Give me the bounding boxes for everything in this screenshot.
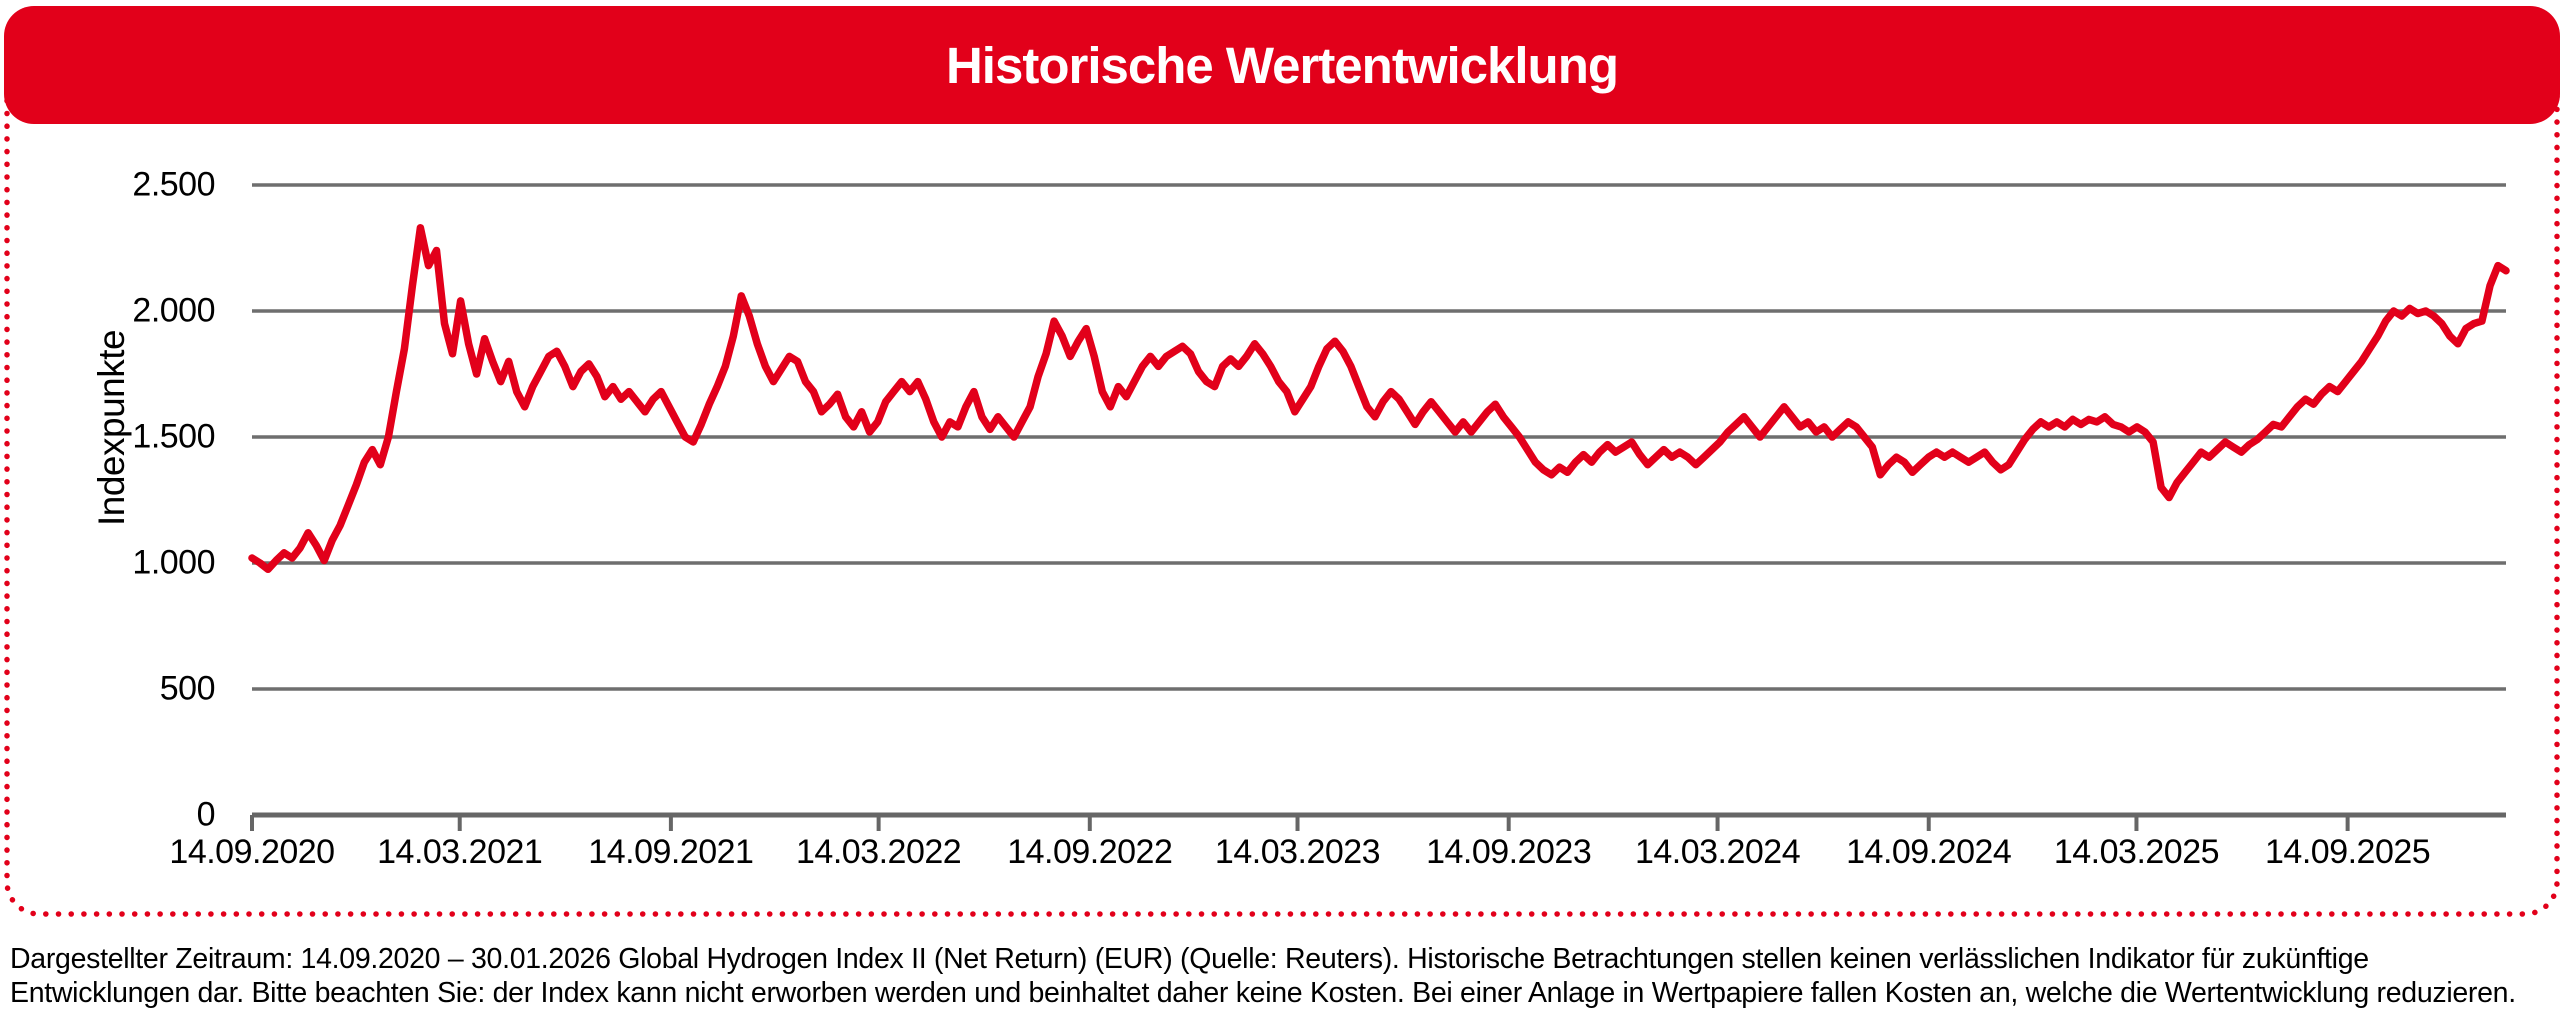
gridlines bbox=[252, 183, 2506, 818]
y-axis-label: 0 bbox=[196, 795, 216, 834]
y-axis-label: 1.500 bbox=[132, 417, 215, 456]
x-axis-label: 14.03.2021 bbox=[377, 833, 543, 871]
disclaimer-line-1: Dargestellter Zeitraum: 14.09.2020 – 30.… bbox=[10, 943, 2369, 975]
x-axis-label: 14.03.2023 bbox=[1214, 833, 1381, 871]
y-axis-label: 2.000 bbox=[132, 291, 215, 330]
x-axis-label: 14.03.2025 bbox=[2053, 833, 2220, 871]
x-axis-label: 14.09.2023 bbox=[1426, 833, 1592, 871]
chart-title: Historische Wertentwicklung bbox=[945, 36, 1619, 94]
x-axis-label: 14.03.2024 bbox=[1634, 833, 1801, 871]
disclaimer-line-2: Entwicklungen dar. Bitte beachten Sie: d… bbox=[10, 977, 2516, 1009]
x-axis-label: 14.09.2021 bbox=[588, 833, 754, 871]
x-axis-label: 14.09.2024 bbox=[1846, 833, 2012, 871]
y-axis-label: 1.000 bbox=[132, 543, 215, 582]
y-axis-label: 2.500 bbox=[132, 165, 215, 204]
index-line-series bbox=[248, 224, 2510, 574]
chart-disclaimer: Dargestellter Zeitraum: 14.09.2020 – 30.… bbox=[10, 942, 2558, 1010]
y-axis-label: 500 bbox=[159, 669, 216, 708]
x-axis-label: 14.09.2020 bbox=[169, 833, 335, 871]
x-axis-label: 14.09.2022 bbox=[1007, 833, 1173, 871]
x-axis-label: 14.09.2025 bbox=[2265, 833, 2431, 871]
axis-ticks bbox=[250, 815, 2350, 831]
x-axis-label: 14.03.2022 bbox=[796, 833, 962, 871]
chart-header: Historische Wertentwicklung bbox=[4, 6, 2560, 124]
